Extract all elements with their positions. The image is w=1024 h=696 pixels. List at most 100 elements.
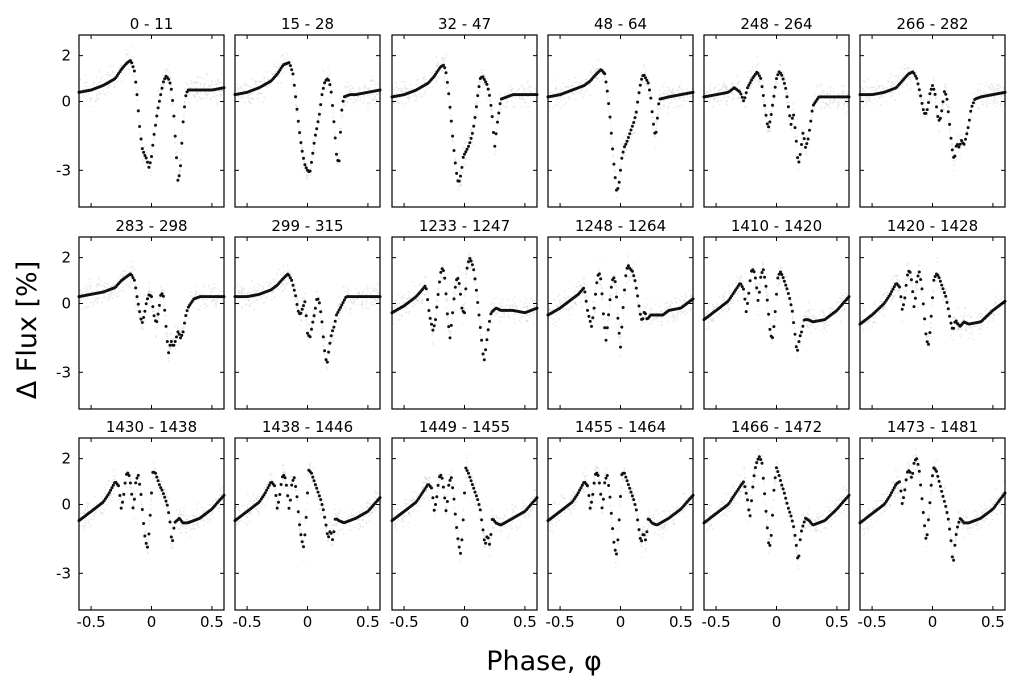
raw-point <box>144 170 147 173</box>
raw-point <box>180 159 182 162</box>
data-point <box>796 156 800 160</box>
raw-point <box>167 63 170 65</box>
raw-point <box>294 104 297 106</box>
raw-point <box>187 93 189 96</box>
raw-point <box>127 52 130 55</box>
raw-point <box>495 312 498 315</box>
data-point <box>944 92 948 96</box>
raw-point <box>405 297 408 300</box>
raw-point <box>354 99 357 102</box>
raw-point <box>603 76 606 79</box>
raw-point <box>819 84 821 87</box>
raw-point <box>393 88 396 91</box>
raw-point <box>730 92 733 95</box>
raw-point <box>866 100 868 103</box>
raw-point <box>483 83 486 86</box>
data-point <box>784 86 788 90</box>
raw-point <box>812 100 814 102</box>
raw-point <box>512 87 515 90</box>
raw-point <box>303 171 306 173</box>
raw-point <box>934 101 937 104</box>
raw-point <box>441 60 444 62</box>
raw-point <box>210 81 213 83</box>
raw-point <box>881 87 883 90</box>
raw-point <box>530 297 533 299</box>
raw-point <box>209 98 212 101</box>
raw-point <box>329 86 332 89</box>
raw-point <box>408 310 411 313</box>
raw-point <box>774 83 777 86</box>
raw-point <box>518 88 521 90</box>
raw-point <box>192 306 195 309</box>
raw-point <box>363 86 366 88</box>
raw-point <box>260 297 263 300</box>
raw-point <box>124 60 126 63</box>
raw-point <box>1001 97 1004 100</box>
raw-point <box>522 306 524 308</box>
raw-point <box>551 80 554 83</box>
data-point <box>327 350 331 354</box>
raw-point <box>153 138 156 141</box>
raw-point <box>976 89 979 92</box>
raw-point <box>981 100 983 103</box>
raw-point <box>580 90 583 93</box>
raw-point <box>945 86 948 89</box>
raw-point <box>733 94 735 96</box>
raw-point <box>829 107 832 109</box>
raw-point <box>95 290 98 292</box>
raw-point <box>350 301 353 304</box>
data-point <box>607 102 611 106</box>
raw-point <box>994 90 996 93</box>
raw-point <box>373 95 376 97</box>
data-point <box>146 160 149 164</box>
raw-point <box>101 76 103 78</box>
raw-point <box>663 104 665 107</box>
raw-point <box>842 90 845 93</box>
raw-point <box>286 283 289 286</box>
raw-point <box>726 100 728 103</box>
raw-point <box>628 139 630 142</box>
raw-point <box>775 71 777 74</box>
panel-2: 15 - 28 <box>233 15 382 208</box>
raw-point <box>824 93 826 96</box>
raw-point <box>362 101 365 104</box>
raw-point <box>477 90 480 92</box>
raw-point <box>423 81 426 84</box>
raw-point <box>394 81 397 84</box>
raw-point <box>346 100 349 103</box>
raw-point <box>513 321 516 324</box>
raw-point <box>257 283 259 285</box>
panel-background <box>235 237 380 409</box>
data-point <box>632 121 636 124</box>
raw-point <box>96 284 99 287</box>
raw-point <box>879 85 882 87</box>
data-point <box>927 101 930 104</box>
raw-point <box>351 101 353 104</box>
raw-point <box>199 98 202 100</box>
raw-point <box>267 78 270 81</box>
raw-point <box>493 304 495 307</box>
raw-point <box>156 327 158 329</box>
data-point <box>452 297 456 301</box>
raw-point <box>874 83 876 86</box>
raw-point <box>561 96 563 99</box>
raw-point <box>436 62 439 65</box>
raw-point <box>442 57 445 60</box>
data-point <box>742 99 745 103</box>
raw-point <box>752 69 755 72</box>
raw-point <box>489 99 491 101</box>
raw-point <box>168 91 171 94</box>
raw-point <box>85 81 88 84</box>
data-point <box>964 137 967 141</box>
raw-point <box>515 90 518 93</box>
raw-point <box>214 92 217 94</box>
raw-point <box>453 292 455 295</box>
raw-point <box>148 289 151 291</box>
raw-point <box>211 80 213 82</box>
raw-point <box>637 94 640 96</box>
raw-point <box>313 145 315 148</box>
raw-point <box>970 116 972 119</box>
panel-background <box>860 35 1005 207</box>
raw-point <box>189 312 192 314</box>
raw-point <box>525 319 528 321</box>
